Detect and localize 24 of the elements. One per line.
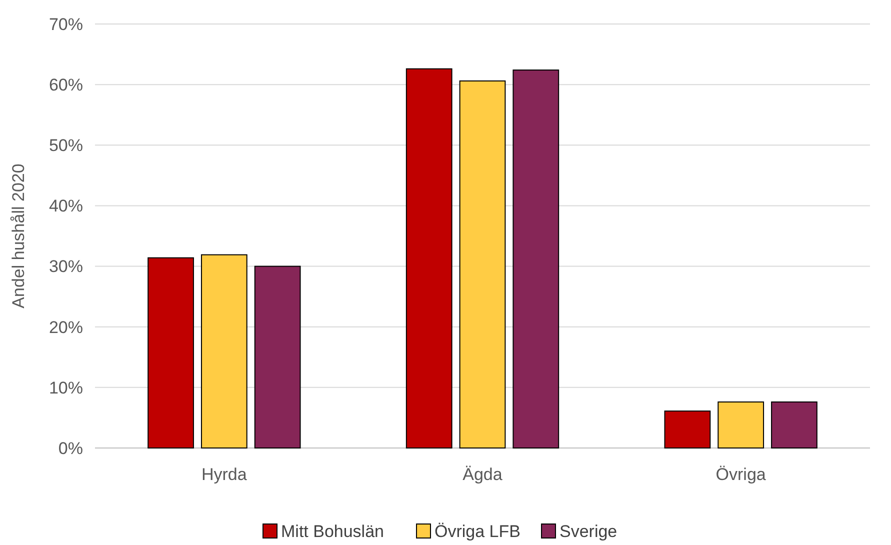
y-tick-label: 40% [48,196,83,216]
bar [664,410,711,448]
bar [406,68,452,448]
bar [771,401,818,448]
bar [459,80,506,448]
x-tick-label: Ägda [462,465,503,484]
y-axis-title: Andel hushåll 2020 [9,164,28,308]
y-tick-label: 30% [48,257,83,276]
bar [512,70,560,448]
y-tick-label: 10% [48,378,83,398]
y-tick-label: 50% [48,136,83,156]
legend-label: Mitt Bohuslän [281,522,384,541]
bar [718,401,764,448]
bar [148,257,194,448]
bar [254,266,301,448]
x-tick-label: Hyrda [201,465,248,484]
x-tick-label: Övriga [716,465,766,484]
y-tick-label: 20% [48,318,83,337]
legend-label: Övriga LFB [434,522,520,541]
legend-label: Sverige [560,522,618,541]
y-tick-label: 60% [48,76,83,95]
bar [200,254,248,448]
y-tick-label: 70% [48,14,83,34]
y-tick-label: 0% [58,438,83,458]
